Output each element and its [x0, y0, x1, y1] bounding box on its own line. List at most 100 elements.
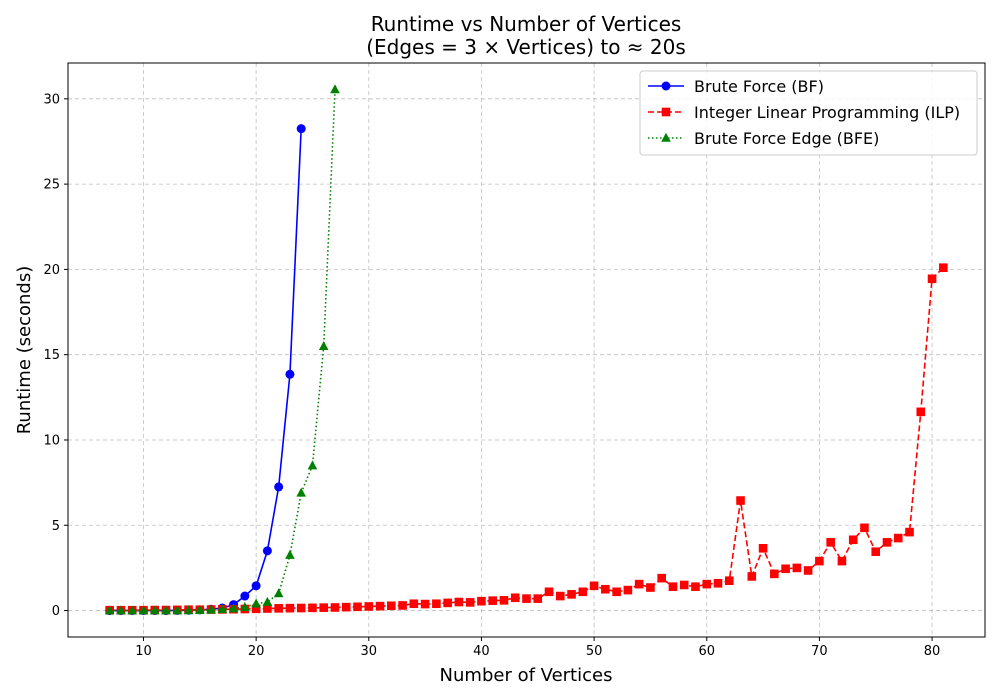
series-ilp-point [702, 579, 712, 589]
series-bf-point [274, 482, 284, 492]
series-ilp-point [736, 496, 745, 505]
legend-bfe-label: Brute Force Edge (BFE) [694, 129, 879, 148]
series-ilp-point [555, 591, 565, 601]
series-ilp-point [803, 566, 813, 575]
series-bf-point [296, 124, 306, 134]
series-layer [104, 84, 948, 616]
legend-ilp-label: Integer Linear Programming (ILP) [694, 103, 960, 122]
series-ilp-point [871, 547, 881, 557]
series-bfe-point [285, 549, 295, 559]
series-ilp-point [398, 601, 407, 610]
series-ilp-point [939, 263, 948, 272]
legend: Brute Force (BF) Integer Linear Programmi… [639, 70, 978, 156]
y-tick-label: 0 [52, 604, 60, 619]
series-ilp-point [770, 569, 779, 579]
series-ilp-point [882, 538, 892, 547]
series-ilp-point [274, 604, 283, 613]
y-tick-label: 5 [52, 519, 60, 534]
series-ilp-point [251, 604, 261, 614]
x-tick-label: 30 [361, 644, 378, 659]
series-ilp-point [375, 601, 385, 611]
series-bfe-point [330, 84, 340, 94]
chart-title-line2: (Edges = 3 × Vertices) to ≈ 20s [366, 35, 686, 59]
series-ilp-point [465, 598, 475, 607]
series-ilp-point [724, 576, 734, 586]
series-ilp-point [409, 599, 419, 609]
y-tick-label: 15 [43, 348, 60, 363]
legend-bfe-marker [661, 132, 671, 142]
legend-ilp-marker [661, 107, 671, 117]
series-bfe-point [206, 604, 216, 614]
series-bf-point [262, 546, 272, 556]
series-bfe-point [161, 605, 171, 615]
series-ilp-point [623, 585, 633, 595]
series-bfe-point [195, 605, 205, 615]
series-ilp-point [860, 523, 869, 533]
series-ilp-point [364, 602, 374, 611]
y-tick-label: 30 [43, 92, 60, 107]
legend-bf-label: Brute Force (BF) [694, 77, 824, 96]
y-tick-label: 10 [43, 433, 60, 448]
series-ilp-point [285, 603, 295, 613]
series-bf-point [240, 591, 250, 601]
series-bfe-point [307, 460, 318, 470]
series-ilp-point [263, 604, 272, 613]
series-ilp-point [792, 563, 802, 573]
plot-frame [67, 62, 986, 638]
series-ilp-point [646, 583, 655, 592]
x-tick-label: 60 [698, 644, 715, 659]
series-ilp-point [893, 533, 903, 543]
x-tick-label: 40 [473, 644, 490, 659]
series-ilp-point [522, 594, 531, 603]
series-bf-point [285, 369, 295, 379]
series-ilp-point [781, 564, 790, 574]
series-ilp-point [341, 602, 351, 612]
series-ilp-point [533, 594, 543, 603]
legend-frame [639, 70, 978, 156]
series-ilp-point [589, 581, 599, 591]
series-ilp-point [612, 587, 621, 597]
x-tick-label: 80 [924, 644, 941, 659]
series-ilp-point [499, 596, 509, 605]
series-bfe [104, 84, 340, 615]
series-ilp-point [578, 587, 588, 597]
series-bfe-point [273, 588, 284, 598]
series-ilp-point [308, 603, 317, 613]
series-bfe-point [138, 605, 149, 615]
series-ilp-point [443, 598, 452, 608]
series-ilp-point [432, 599, 441, 609]
series-bfe-point [228, 603, 239, 613]
series-bfe-point [217, 604, 228, 614]
series-ilp-point [826, 538, 835, 547]
series-ilp-point [905, 527, 914, 537]
series-ilp-point [477, 596, 486, 606]
series-bfe-point [318, 340, 329, 350]
series-bfe-point [104, 605, 115, 615]
series-ilp-point [747, 572, 757, 581]
series-ilp-point [319, 603, 329, 612]
series-ilp-point [601, 584, 610, 594]
series-bfe-point [149, 605, 160, 615]
y-tick-label: 20 [43, 263, 60, 278]
series-ilp-point [815, 556, 824, 566]
series-bf-point [251, 581, 261, 591]
series-ilp-point [679, 580, 689, 590]
series-ilp-point [758, 543, 768, 553]
series-ilp-point [916, 407, 926, 417]
series-ilp-point [296, 603, 306, 613]
series-ilp-point [488, 596, 498, 605]
x-tick-label: 70 [811, 644, 828, 659]
series-ilp-point [848, 535, 858, 545]
series-bfe-point [251, 598, 261, 608]
series-ilp-point [837, 556, 847, 566]
series-bfe-point [116, 605, 126, 615]
y-tick-label: 25 [43, 178, 60, 193]
y-axis-label: Runtime (seconds) [14, 266, 35, 435]
chart-title-line1: Runtime vs Number of Vertices [371, 12, 682, 36]
series-ilp-point [387, 601, 396, 611]
series-ilp-point [353, 602, 362, 612]
series-ilp-point [510, 593, 520, 603]
series-ilp-point [454, 597, 464, 607]
series-ilp-point [713, 578, 723, 588]
